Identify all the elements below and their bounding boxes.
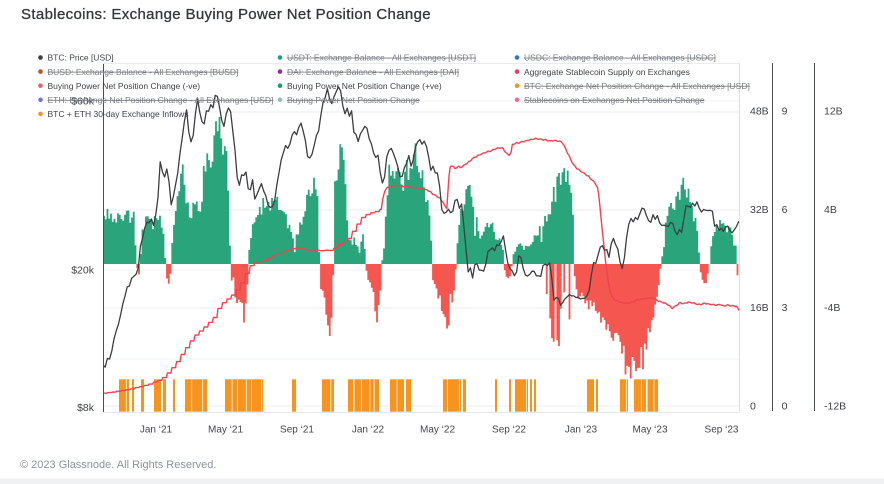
svg-text:6: 6 xyxy=(782,204,788,216)
svg-text:ETH: Exchange Net Position Cha: ETH: Exchange Net Position Change - All … xyxy=(48,95,274,105)
svg-text:-4B: -4B xyxy=(824,302,840,314)
svg-text:BTC: Price [USD]: BTC: Price [USD] xyxy=(48,53,114,63)
svg-text:May ‘23: May ‘23 xyxy=(632,425,667,436)
svg-text:Sep ‘21: Sep ‘21 xyxy=(280,425,314,436)
svg-text:Buying Power Net Position Chan: Buying Power Net Position Change xyxy=(287,95,420,105)
svg-text:3: 3 xyxy=(782,302,788,314)
svg-text:12B: 12B xyxy=(824,106,843,118)
svg-text:DAI: Exchange Balance - All Ex: DAI: Exchange Balance - All Exchanges [D… xyxy=(287,67,459,77)
svg-text:-12B: -12B xyxy=(824,401,846,413)
svg-text:16B: 16B xyxy=(750,302,769,314)
svg-text:9: 9 xyxy=(782,106,788,118)
svg-text:© 2023 Glassnode. All Rights R: © 2023 Glassnode. All Rights Reserved. xyxy=(20,459,216,471)
svg-text:USDC: Exchange Balance - All E: USDC: Exchange Balance - All Exchanges [… xyxy=(524,53,716,63)
svg-text:BTC: Exchange Net Position Cha: BTC: Exchange Net Position Change - All … xyxy=(524,81,750,91)
svg-text:BTC + ETH 30-day Exchange Infl: BTC + ETH 30-day Exchange Inflows xyxy=(48,109,189,119)
svg-text:Aggregate Stablecoin Supply on: Aggregate Stablecoin Supply on Exchanges xyxy=(524,67,690,77)
svg-text:BUSD: Exchange Balance - All E: BUSD: Exchange Balance - All Exchanges [… xyxy=(48,67,239,77)
svg-text:4B: 4B xyxy=(824,204,837,216)
svg-text:Sep ‘23: Sep ‘23 xyxy=(705,425,739,436)
svg-text:May ‘22: May ‘22 xyxy=(420,425,455,436)
svg-text:Stablecoins on Exchanges Net P: Stablecoins on Exchanges Net Position Ch… xyxy=(524,95,705,105)
svg-text:32B: 32B xyxy=(750,204,769,216)
svg-text:0: 0 xyxy=(782,401,788,413)
svg-text:Sep ‘22: Sep ‘22 xyxy=(492,425,526,436)
svg-text:Buying Power Net Position Chan: Buying Power Net Position Change (-ve) xyxy=(48,81,201,91)
svg-text:May ‘21: May ‘21 xyxy=(208,425,243,436)
svg-text:Stablecoins: Exchange Buying P: Stablecoins: Exchange Buying Power Net P… xyxy=(21,6,431,23)
svg-text:USDT: Exchange Balance - All E: USDT: Exchange Balance - All Exchanges [… xyxy=(287,53,476,63)
svg-text:Jan ‘21: Jan ‘21 xyxy=(140,425,173,436)
svg-text:Buying Power Net Position Chan: Buying Power Net Position Change (+ve) xyxy=(287,81,442,91)
svg-text:$60k: $60k xyxy=(71,96,95,108)
svg-text:0: 0 xyxy=(750,401,756,413)
svg-text:$8k: $8k xyxy=(77,402,95,414)
svg-text:Jan ‘22: Jan ‘22 xyxy=(352,425,385,436)
svg-text:48B: 48B xyxy=(750,106,769,118)
svg-text:Jan ‘23: Jan ‘23 xyxy=(565,425,598,436)
svg-text:$20k: $20k xyxy=(71,265,95,277)
